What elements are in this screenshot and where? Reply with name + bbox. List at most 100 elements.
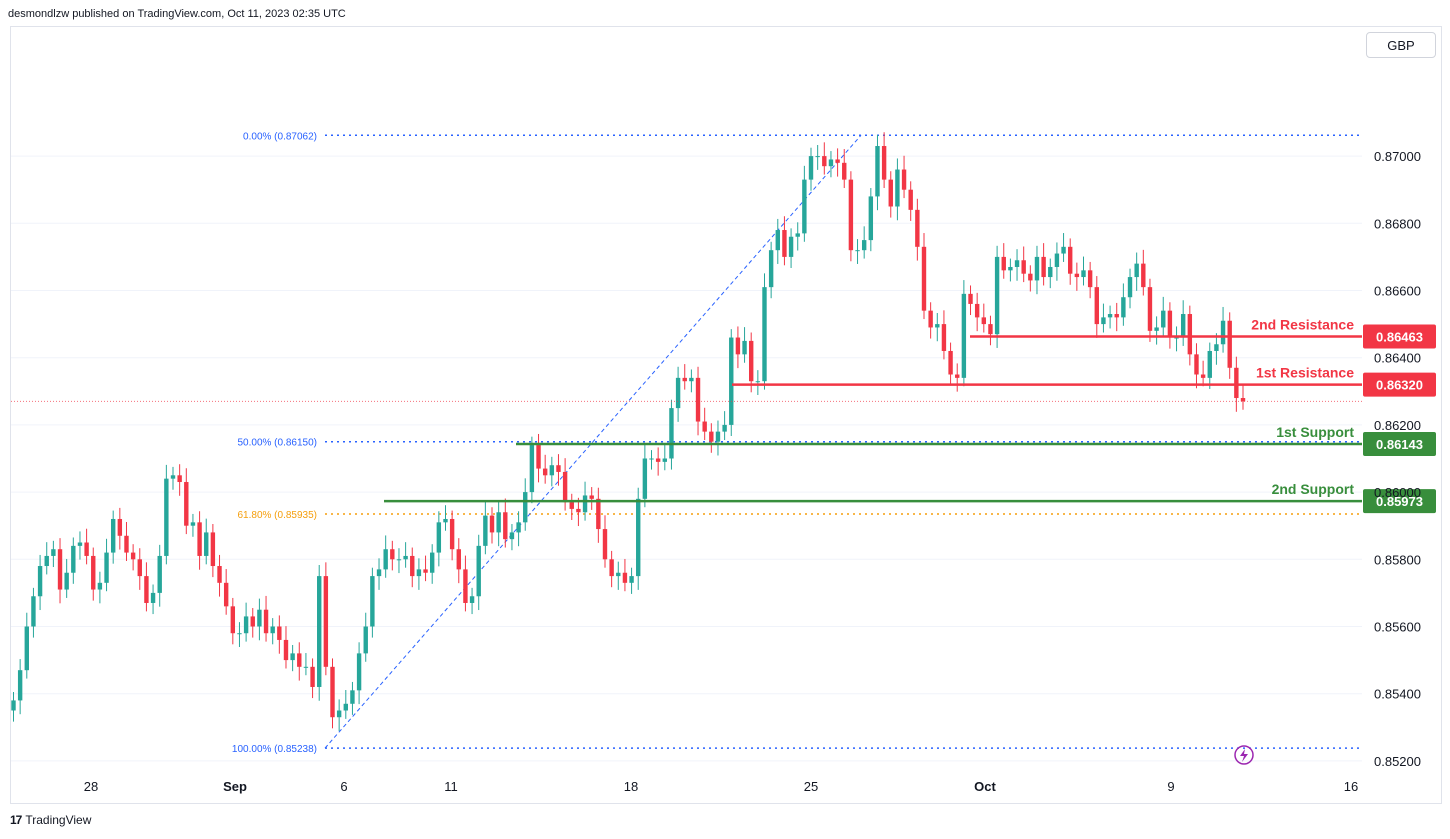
candle [170,466,176,490]
publisher-info: desmondlzw published on TradingView.com,… [8,8,346,20]
candle-body [835,159,840,163]
candle-body [64,572,69,590]
level-price-tag[interactable] [1363,489,1436,514]
price-tick-label: 0.85800 [1374,552,1421,567]
candle [835,148,840,177]
candle-body [184,482,189,526]
candle-body [755,381,761,383]
tradingview-logo-icon[interactable]: 17 [10,813,22,827]
candle [928,302,933,339]
candle-body [476,545,481,597]
price-axis[interactable]: 0.87000 0.86800 0.86600 0.86400 0.86200 0.860… [1374,149,1421,769]
candle-body [24,626,29,671]
level-label: 1st Resistance [1256,365,1354,381]
candle [968,285,973,316]
time-axis[interactable]: 28 Sep 6 11 18 25 Oct 9 16 [84,779,1358,794]
candle-body [529,445,535,493]
candle [476,534,481,611]
candle [755,370,761,395]
candle [795,222,800,251]
candle-body [124,535,129,553]
level-price-tag[interactable] [1363,432,1436,457]
candle [861,226,867,259]
candle-body [828,159,834,167]
candle [137,548,142,590]
candle-body [955,374,960,378]
level-price-tag[interactable] [1363,372,1436,397]
candle [1081,256,1086,286]
candle [303,653,309,676]
candle-body [71,545,76,573]
candle [31,587,36,638]
candle [536,433,541,483]
candle-body [37,566,43,597]
candle [842,149,847,189]
candle [1008,258,1013,282]
candle-body [1127,277,1133,298]
candle-body [436,522,442,553]
candle-body [456,549,461,570]
candle [503,498,508,548]
candle-body [410,555,415,577]
lightning-icon[interactable] [1234,745,1254,765]
candle [436,511,442,567]
candle [609,550,614,588]
candle-body [695,377,701,422]
candle [343,690,348,719]
candle [576,497,581,527]
candle [1087,261,1093,299]
time-tick-label: 6 [340,779,347,794]
candle [323,562,329,676]
candle-body [1054,253,1060,267]
candle [403,542,408,568]
candle-body [376,569,382,577]
candle-body [556,465,561,472]
fib-label: 0.00% (0.87062) [243,131,317,142]
candle-body [622,572,628,583]
candle-body [768,250,774,288]
candle [77,531,83,560]
candle [788,228,794,268]
price-tick-label: 0.85400 [1374,687,1421,702]
candle [868,188,874,252]
candle [1114,302,1119,332]
candle [1227,312,1232,379]
candle-body [217,566,222,583]
fib-label: 61.80% (0.85935) [237,510,317,521]
candle-body [1220,320,1226,345]
time-tick-label: Oct [974,779,996,794]
candle-body [310,666,315,687]
candle [263,595,269,642]
candle [596,487,601,543]
currency-button[interactable]: GBP [1366,32,1436,58]
candle [17,659,23,715]
candle [542,454,548,484]
candle-body [569,502,574,509]
candle-body [1101,317,1106,325]
candle-body [842,162,847,180]
price-tick-label: 0.86600 [1374,284,1421,299]
candle [124,522,129,561]
candle-body [1021,260,1026,274]
candle-body [1034,256,1040,281]
level-price-tag[interactable] [1363,324,1436,349]
candle-body [1134,263,1139,278]
candle-body [1141,263,1146,288]
candle [37,554,43,611]
candle-body [84,542,89,556]
candle-body [1041,256,1046,278]
footer-brand[interactable]: TradingView [25,813,92,827]
candle-body [270,626,275,634]
candle [888,171,893,218]
candle-body [589,495,594,499]
candle-body [636,498,641,577]
candle [356,642,362,705]
candle [768,241,774,299]
candle-body [1028,273,1033,281]
candle [1021,246,1026,283]
level-price-value: 0.86143 [1376,437,1423,452]
candle [1014,249,1020,281]
candle-body [742,340,747,355]
candle-body [1114,314,1119,318]
